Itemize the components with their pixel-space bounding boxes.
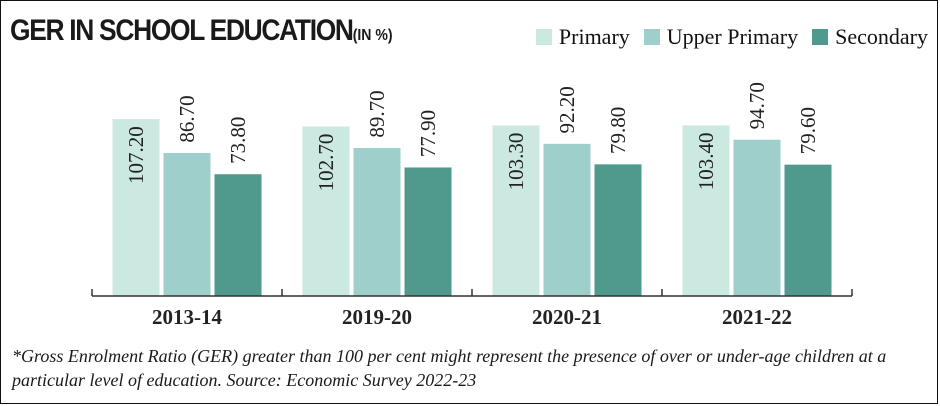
data-label-secondary-2021-22: 79.60	[796, 107, 820, 154]
data-label-secondary-2020-21: 79.80	[606, 107, 630, 154]
chart-title: GER IN SCHOOL EDUCATION(IN %)	[10, 14, 393, 48]
legend-swatch-upper-primary	[643, 29, 660, 45]
bar-secondary-2013-14	[214, 174, 262, 296]
bar-primary-2013-14	[112, 119, 160, 297]
data-label-upper-primary-2019-20: 89.70	[365, 90, 389, 137]
x-axis-tick-label-2020-21: 2020-21	[532, 305, 602, 329]
data-label-upper-primary-2021-22: 94.70	[745, 82, 769, 129]
bar-secondary-2020-21	[594, 164, 642, 296]
x-axis-tick-label-2013-14: 2013-14	[152, 305, 222, 329]
legend-swatch-primary	[535, 29, 552, 45]
legend-swatch-secondary	[812, 29, 829, 45]
bar-upper-primary-2019-20	[353, 147, 401, 296]
bar-upper-primary-2013-14	[163, 152, 211, 296]
chart-legend: Primary Upper Primary Secondary	[522, 24, 928, 50]
bar-secondary-2019-20	[404, 167, 452, 296]
bar-primary-2019-20	[302, 126, 350, 296]
data-label-upper-primary-2020-21: 92.20	[555, 86, 579, 133]
legend-label-primary: Primary	[558, 24, 630, 49]
data-label-secondary-2013-14: 73.80	[226, 117, 250, 164]
bar-upper-primary-2021-22	[733, 139, 781, 296]
chart-title-text: GER IN SCHOOL EDUCATION	[10, 14, 354, 47]
legend-item-secondary: Secondary	[812, 24, 928, 50]
data-label-primary-2021-22: 103.40	[694, 133, 718, 191]
data-label-secondary-2019-20: 77.90	[416, 110, 440, 157]
legend-item-upper-primary: Upper Primary	[643, 24, 799, 50]
data-label-primary-2020-21: 103.30	[504, 133, 528, 191]
x-axis-tick-label-2021-22: 2021-22	[722, 305, 792, 329]
data-label-primary-2019-20: 102.70	[314, 134, 338, 192]
x-axis-tick-label-2019-20: 2019-20	[342, 305, 412, 329]
bar-secondary-2021-22	[784, 164, 832, 296]
bar-primary-2021-22	[682, 125, 730, 296]
legend-label-upper-primary: Upper Primary	[666, 24, 799, 49]
legend-item-primary: Primary	[535, 24, 630, 50]
data-label-upper-primary-2013-14: 86.70	[175, 95, 199, 142]
bar-primary-2020-21	[492, 125, 540, 297]
data-label-primary-2013-14: 107.20	[124, 126, 148, 184]
legend-label-secondary: Secondary	[835, 24, 928, 49]
chart-title-unit: (IN %)	[352, 27, 393, 44]
bar-upper-primary-2020-21	[543, 143, 591, 296]
footnote: *Gross Enrolment Ratio (GER) greater tha…	[12, 346, 887, 390]
